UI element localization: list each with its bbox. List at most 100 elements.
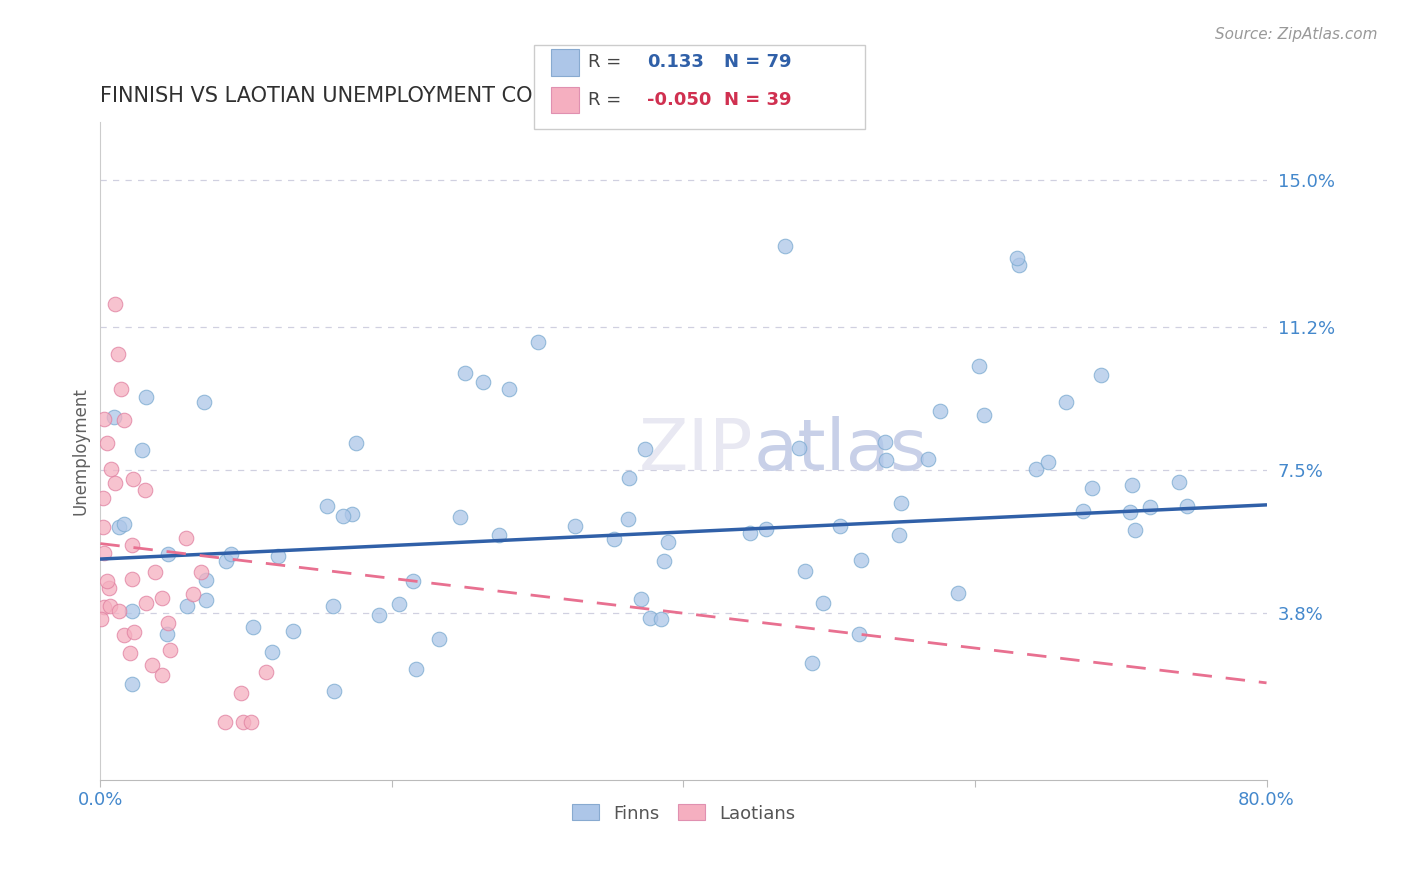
Point <box>887 528 910 542</box>
Point <box>344 436 367 450</box>
Point <box>96 436 118 450</box>
Point <box>811 596 834 610</box>
Point <box>143 565 166 579</box>
Point <box>634 442 657 456</box>
Point <box>108 520 131 534</box>
Point <box>91 491 114 505</box>
Point <box>122 472 145 486</box>
Point <box>194 573 217 587</box>
Point <box>787 441 810 455</box>
Point <box>755 522 778 536</box>
Point <box>176 599 198 614</box>
Point <box>91 520 114 534</box>
Point <box>1054 394 1077 409</box>
Point <box>388 597 411 611</box>
Point <box>1123 523 1146 537</box>
Text: atlas: atlas <box>754 417 928 485</box>
Point <box>93 599 115 614</box>
Point <box>229 686 252 700</box>
Point <box>1175 500 1198 514</box>
Point <box>638 610 661 624</box>
Point <box>405 662 427 676</box>
Point <box>131 443 153 458</box>
Text: N = 39: N = 39 <box>724 91 792 109</box>
Point <box>1090 368 1112 383</box>
Point <box>654 554 676 568</box>
Point <box>150 668 173 682</box>
Point <box>104 475 127 490</box>
Point <box>322 683 344 698</box>
Text: N = 79: N = 79 <box>724 54 792 71</box>
Point <box>103 410 125 425</box>
Point <box>617 471 640 485</box>
Point <box>195 593 218 607</box>
Point <box>498 382 520 396</box>
Point <box>657 534 679 549</box>
Point <box>1008 258 1031 272</box>
Point <box>794 564 817 578</box>
Point <box>135 390 157 404</box>
Text: R =: R = <box>588 91 621 109</box>
Point <box>1071 503 1094 517</box>
Point <box>603 532 626 546</box>
Point <box>402 574 425 588</box>
Text: 0.133: 0.133 <box>647 54 703 71</box>
Point <box>1121 477 1143 491</box>
Point <box>89 612 111 626</box>
Point <box>254 665 277 680</box>
Point <box>100 462 122 476</box>
Point <box>159 643 181 657</box>
Point <box>1036 455 1059 469</box>
Y-axis label: Unemployment: Unemployment <box>72 387 89 515</box>
Point <box>190 565 212 579</box>
Point <box>242 620 264 634</box>
Point <box>775 238 797 252</box>
Point <box>108 604 131 618</box>
Point <box>526 335 548 350</box>
Point <box>454 367 477 381</box>
Point <box>740 526 762 541</box>
Point <box>281 624 304 638</box>
Point <box>873 434 896 449</box>
Point <box>617 512 640 526</box>
Point <box>875 452 897 467</box>
Point <box>488 528 510 542</box>
Point <box>214 714 236 729</box>
Point <box>93 411 115 425</box>
Point <box>112 413 135 427</box>
Point <box>1119 505 1142 519</box>
Point <box>1025 461 1047 475</box>
Point <box>890 495 912 509</box>
Point <box>917 452 939 467</box>
Point <box>100 599 122 613</box>
Point <box>121 539 143 553</box>
Point <box>150 591 173 605</box>
Point <box>800 656 823 670</box>
Point <box>564 519 586 533</box>
Point <box>155 626 177 640</box>
Point <box>830 519 852 533</box>
Point <box>472 376 495 390</box>
Point <box>112 627 135 641</box>
Point <box>332 508 354 523</box>
Point <box>973 408 995 422</box>
Point <box>193 394 215 409</box>
Point <box>848 626 870 640</box>
Legend: Finns, Laotians: Finns, Laotians <box>564 797 803 830</box>
Point <box>156 615 179 630</box>
Point <box>134 483 156 497</box>
Point <box>967 359 990 373</box>
Text: ZIP: ZIP <box>638 417 754 485</box>
Point <box>1139 500 1161 515</box>
Text: -0.050: -0.050 <box>647 91 711 109</box>
Point <box>315 499 337 513</box>
Point <box>181 587 204 601</box>
Point <box>630 592 652 607</box>
Point <box>110 382 132 396</box>
Point <box>1081 481 1104 495</box>
Point <box>232 714 254 729</box>
Point <box>121 677 143 691</box>
Point <box>121 604 143 618</box>
Point <box>650 612 672 626</box>
Point <box>322 599 344 613</box>
